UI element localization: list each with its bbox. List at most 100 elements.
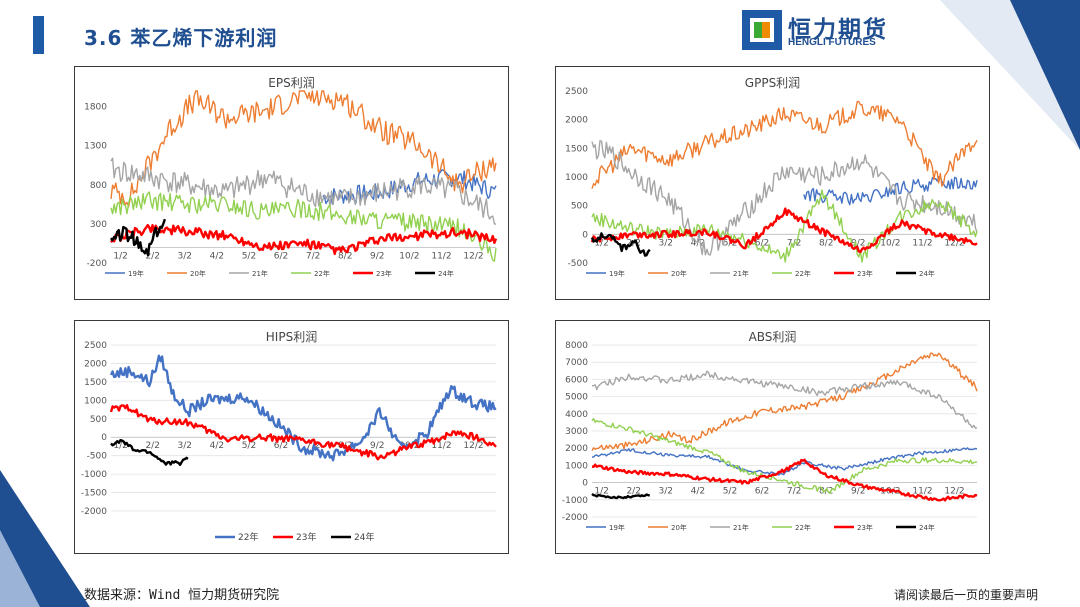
legend-label: 19年 [128, 269, 144, 278]
y-tick-label: 1500 [565, 144, 588, 154]
x-tick-label: 11/2 [431, 251, 451, 261]
legend-label: 22年 [238, 531, 258, 543]
x-tick-label: 12/2 [463, 251, 483, 261]
y-tick-label: 1000 [565, 461, 588, 471]
x-tick-label: 9/2 [370, 251, 384, 261]
y-tick-label: 300 [90, 220, 107, 230]
legend-label: 21年 [733, 269, 749, 278]
gpps-series-24年 [590, 232, 651, 257]
eps-series-24年 [110, 218, 167, 257]
legend-label: 24年 [438, 269, 454, 278]
y-tick-label: 1000 [565, 173, 588, 183]
legend-label: 19年 [609, 269, 625, 278]
x-tick-label: 11/2 [912, 487, 932, 497]
y-tick-label: -200 [87, 259, 108, 269]
x-tick-label: 5/2 [242, 441, 256, 451]
x-tick-label: 3/2 [178, 251, 192, 261]
x-tick-label: 4/2 [210, 441, 224, 451]
eps-series-22年 [110, 191, 497, 262]
x-tick-label: 1/2 [594, 487, 608, 497]
y-tick-label: 3000 [565, 427, 588, 437]
x-tick-label: 11/2 [912, 238, 932, 248]
x-tick-label: 3/2 [178, 441, 192, 451]
x-tick-label: 4/2 [691, 487, 705, 497]
legend-label: 23年 [857, 523, 873, 532]
abs-series-24年 [591, 492, 651, 500]
x-tick-label: 11/2 [431, 441, 451, 451]
logo-text-en: HENGLI FUTURES [788, 37, 876, 48]
abs-profit-chart: ABS利润 -2000 -1000 0 1000 2000 3000 4000 5000 6000… [555, 320, 990, 554]
legend-label: 24年 [919, 269, 935, 278]
gpps-series-23年 [590, 207, 978, 254]
x-tick-label: 3/2 [659, 487, 673, 497]
y-tick-label: 0 [101, 433, 107, 443]
company-logo: 恒力期货 HENGLI FUTURES [742, 10, 912, 52]
x-tick-label: 2/2 [145, 441, 159, 451]
y-tick-label: 4000 [565, 410, 588, 420]
x-tick-label: 6/2 [755, 238, 769, 248]
gpps-profit-chart: GPPS利润 -500 0 500 1000 1500 2000 2500 1/2 2/2 3/2 4… [555, 66, 990, 300]
eps-series-23年 [110, 223, 498, 256]
abs-series-22年 [591, 417, 977, 494]
y-tick-label: 1300 [84, 142, 107, 152]
eps-profit-chart: EPS利润 -200 300 800 1300 1800 1/2 2/2 3/2 4/2 5/2 6/… [74, 66, 509, 300]
gpps-series-21年 [591, 140, 978, 256]
abs-series-19年 [591, 447, 978, 476]
legend-label: 23年 [296, 531, 316, 543]
x-tick-label: 1/2 [113, 251, 127, 261]
x-tick-label: 6/2 [274, 441, 288, 451]
eps-chart-svg: EPS利润 -200 300 800 1300 1800 1/2 2/2 3/2 4/2 5/2 6/… [84, 76, 498, 278]
y-tick-label: 2500 [84, 341, 107, 351]
x-tick-label: 8/2 [819, 238, 833, 248]
page-title: 3.6 苯乙烯下游利润 [84, 26, 278, 50]
hips-profit-chart: HIPS利润 -2000 -1500 -1000 -500 0 500 1000 1500 200… [74, 320, 509, 554]
x-tick-label: 10/2 [880, 238, 900, 248]
y-tick-label: 0 [582, 230, 588, 240]
eps-chart-title: EPS利润 [268, 76, 314, 90]
y-tick-label: 500 [90, 415, 107, 425]
y-tick-label: 0 [582, 479, 588, 489]
corner-decoration-top-right [940, 0, 1080, 150]
x-tick-label: 3/2 [659, 238, 673, 248]
abs-chart-title: ABS利润 [749, 330, 797, 344]
title-accent-bar [33, 16, 44, 54]
x-tick-label: 9/2 [851, 487, 865, 497]
abs-series-23年 [591, 458, 978, 502]
x-tick-label: 9/2 [370, 441, 384, 451]
x-tick-label: 6/2 [274, 251, 288, 261]
legend-label: 20年 [671, 269, 687, 278]
x-tick-label: 7/2 [787, 487, 801, 497]
eps-series-20年 [110, 90, 497, 208]
hips-series-23年 [109, 404, 497, 461]
gpps-series-22年 [591, 189, 978, 263]
gpps-series-20年 [591, 100, 978, 189]
legend-label: 24年 [354, 531, 374, 543]
legend-label: 23年 [376, 269, 392, 278]
x-tick-label: 12/2 [944, 238, 964, 248]
x-tick-label: 2/2 [626, 487, 640, 497]
gpps-chart-title: GPPS利润 [745, 76, 800, 90]
x-tick-label: 6/2 [755, 487, 769, 497]
x-tick-label: 4/2 [210, 251, 224, 261]
legend-label: 19年 [609, 523, 625, 532]
x-tick-label: 4/2 [691, 238, 705, 248]
legend-label: 22年 [314, 269, 330, 278]
disclaimer-note: 请阅读最后一页的重要声明 [893, 588, 1038, 602]
legend-label: 22年 [795, 523, 811, 532]
hips-chart-title: HIPS利润 [266, 330, 317, 344]
abs-series-20年 [591, 352, 978, 452]
x-tick-label: 12/2 [463, 441, 483, 451]
hips-series-24年 [110, 439, 189, 466]
y-tick-label: 2000 [565, 116, 588, 126]
abs-chart-svg: ABS利润 -2000 -1000 0 1000 2000 3000 4000 5000 6000… [562, 330, 978, 532]
corner-decoration-bottom-left [0, 470, 90, 607]
x-tick-label: 5/2 [242, 251, 256, 261]
y-tick-label: -500 [87, 452, 108, 462]
x-tick-label: 1/2 [113, 441, 127, 451]
y-tick-label: -500 [568, 259, 589, 269]
x-tick-label: 10/2 [399, 251, 419, 261]
x-tick-label: 5/2 [723, 487, 737, 497]
x-tick-label: 7/2 [306, 251, 320, 261]
legend-label: 20年 [671, 523, 687, 532]
